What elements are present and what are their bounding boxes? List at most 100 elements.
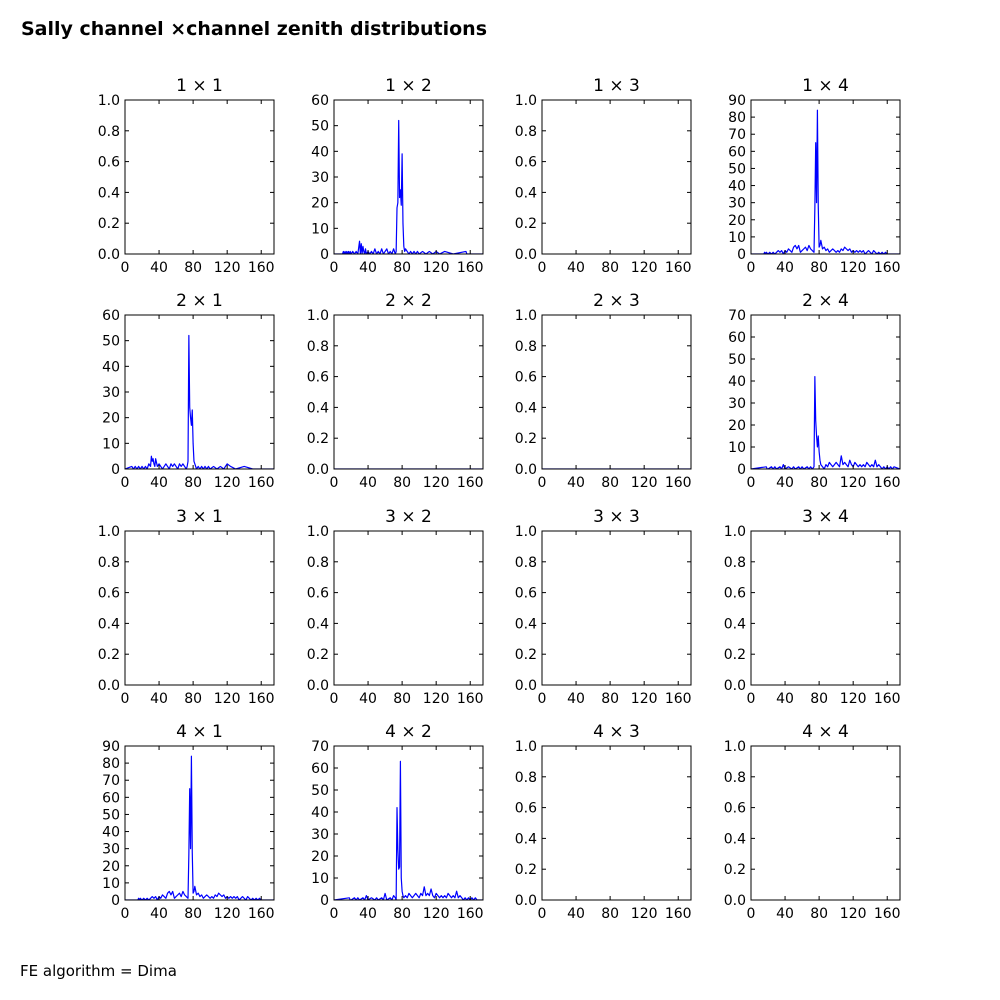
x-tick-label: 0 (747, 906, 756, 922)
x-tick-label: 0 (330, 691, 339, 707)
y-tick-label: 0.2 (98, 216, 120, 232)
y-tick-label: 20 (311, 196, 329, 212)
x-tick-label: 0 (121, 691, 130, 707)
x-tick-label: 0 (747, 691, 756, 707)
x-tick-label: 80 (810, 475, 828, 491)
y-tick-label: 0.8 (98, 555, 120, 571)
y-tick-label: 70 (311, 739, 329, 755)
y-tick-label: 60 (102, 308, 120, 324)
y-tick-label: 0.0 (98, 678, 120, 694)
y-tick-label: 60 (728, 330, 746, 346)
y-tick-label: 60 (311, 761, 329, 777)
y-tick-label: 10 (311, 871, 329, 887)
y-tick-label: 0.2 (307, 647, 329, 663)
y-tick-label: 50 (311, 119, 329, 135)
x-tick-label: 160 (874, 475, 901, 491)
x-tick-label: 0 (747, 260, 756, 276)
y-tick-label: 0 (111, 462, 120, 478)
subplot-3-4: 3 × 4 0 40 80 120 160 0.0 0.2 0.4 0.6 0.8 1.0 (724, 507, 901, 707)
y-tick-label: 0.6 (515, 801, 537, 817)
y-tick-label: 80 (102, 756, 120, 772)
y-tick-label: 50 (728, 352, 746, 368)
x-tick-label: 120 (214, 260, 241, 276)
series-line (751, 376, 900, 469)
y-tick-label: 60 (311, 93, 329, 109)
y-tick-label: 0.6 (515, 586, 537, 602)
y-tick-label: 0.6 (515, 370, 537, 386)
x-tick-label: 0 (330, 475, 339, 491)
x-tick-label: 120 (214, 906, 241, 922)
x-tick-label: 80 (393, 691, 411, 707)
series-line (334, 760, 483, 900)
x-tick-label: 40 (359, 475, 377, 491)
y-tick-label: 0 (320, 247, 329, 263)
y-tick-label: 1.0 (515, 739, 537, 755)
x-tick-label: 120 (840, 260, 867, 276)
axes-frame (750, 99, 901, 255)
y-tick-label: 0 (111, 893, 120, 909)
x-tick-label: 40 (359, 260, 377, 276)
subplot-2-3: 2 × 3 0 40 80 120 160 0.0 0.2 0.4 0.6 0.8 1.0 (515, 291, 692, 491)
y-tick-label: 10 (728, 230, 746, 246)
y-tick-label: 0.8 (307, 339, 329, 355)
x-tick-label: 40 (776, 691, 794, 707)
subplot-1-3: 1 × 3 0 40 80 120 160 0.0 0.2 0.4 0.6 0.8 1.0 (515, 76, 692, 276)
subplot-title: 4 × 1 (176, 722, 223, 742)
axes-frame (541, 99, 692, 255)
y-tick-label: 0.2 (307, 431, 329, 447)
x-tick-label: 80 (601, 260, 619, 276)
x-tick-label: 80 (393, 260, 411, 276)
y-tick-label: 60 (728, 144, 746, 160)
subplot-title: 4 × 4 (802, 722, 849, 742)
y-tick-label: 0.4 (515, 616, 537, 632)
y-tick-label: 0.2 (724, 862, 746, 878)
figure-title: Sally channel ×channel zenith distributi… (21, 18, 488, 40)
y-tick-label: 0.0 (515, 678, 537, 694)
y-tick-label: 70 (728, 127, 746, 143)
subplot-title: 2 × 3 (593, 291, 640, 311)
x-tick-label: 0 (538, 475, 547, 491)
x-tick-label: 160 (248, 691, 275, 707)
x-tick-label: 40 (150, 475, 168, 491)
y-tick-label: 0.4 (307, 400, 329, 416)
y-tick-label: 0.6 (307, 370, 329, 386)
subplot-4-3: 4 × 3 0 40 80 120 160 0.0 0.2 0.4 0.6 0.8 1.0 (515, 722, 692, 922)
axes-frame (333, 745, 484, 901)
y-tick-label: 60 (102, 790, 120, 806)
x-tick-label: 160 (457, 906, 484, 922)
axes-frame (124, 99, 275, 255)
y-tick-label: 10 (102, 436, 120, 452)
y-tick-label: 0.0 (307, 462, 329, 478)
y-tick-label: 0.6 (515, 155, 537, 171)
y-tick-label: 0 (737, 462, 746, 478)
x-tick-label: 160 (248, 260, 275, 276)
subplot-title: 1 × 2 (385, 76, 432, 96)
y-tick-label: 0.8 (515, 555, 537, 571)
y-tick-label: 30 (102, 842, 120, 858)
y-tick-label: 20 (728, 213, 746, 229)
y-tick-label: 0.4 (724, 616, 746, 632)
y-tick-label: 10 (728, 440, 746, 456)
axes-frame (333, 99, 484, 255)
x-tick-label: 120 (631, 906, 658, 922)
x-tick-label: 120 (840, 475, 867, 491)
x-tick-label: 80 (810, 691, 828, 707)
series-line (751, 109, 900, 254)
y-tick-label: 40 (102, 359, 120, 375)
subplot-4-2: 4 × 2 0 40 80 120 160 0 10 20 30 40 50 60 70 (311, 722, 483, 922)
axes-frame (333, 530, 484, 686)
y-tick-label: 0.4 (98, 185, 120, 201)
y-tick-label: 1.0 (515, 524, 537, 540)
axes-frame (333, 314, 484, 470)
y-tick-label: 1.0 (98, 93, 120, 109)
y-tick-label: 0.6 (98, 155, 120, 171)
x-tick-label: 120 (840, 906, 867, 922)
x-tick-label: 40 (776, 475, 794, 491)
y-tick-label: 0.8 (515, 770, 537, 786)
y-tick-label: 0.2 (724, 647, 746, 663)
x-tick-label: 120 (423, 691, 450, 707)
x-tick-label: 80 (810, 906, 828, 922)
y-tick-label: 1.0 (98, 524, 120, 540)
axes-frame (750, 745, 901, 901)
y-tick-label: 0.8 (724, 770, 746, 786)
